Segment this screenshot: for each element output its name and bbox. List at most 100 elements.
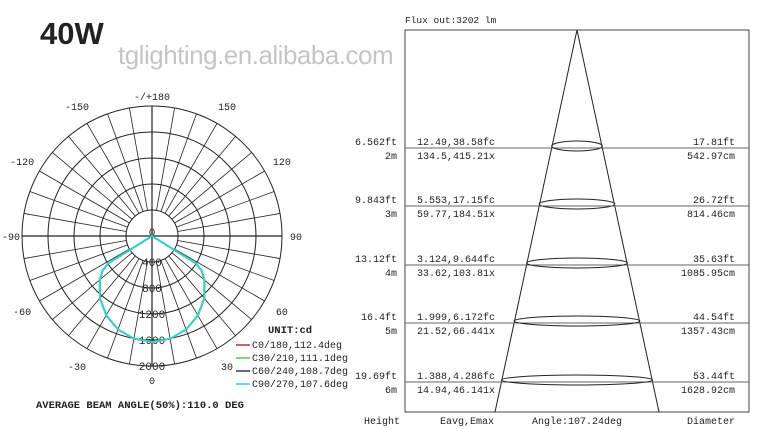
height-m: 3m	[385, 210, 397, 221]
diameter-cm: 542.97cm	[687, 152, 735, 163]
polar-spoke	[164, 123, 218, 214]
polar-spoke	[174, 170, 265, 224]
diameter-cm: 814.46cm	[687, 210, 735, 221]
polar-spoke	[160, 260, 197, 359]
height-m: 5m	[385, 327, 397, 338]
diameter-cm: 1628.92cm	[681, 386, 735, 397]
polar-spoke	[168, 255, 236, 336]
diameter-ft: 35.63ft	[693, 254, 735, 266]
cone-edge-left	[494, 29, 578, 413]
intensity-tick-label: 800	[142, 284, 162, 296]
diameter-cm: 1085.95cm	[681, 269, 735, 280]
polar-spoke	[171, 252, 252, 320]
angle-tick-label: -30	[68, 363, 86, 374]
polar-spoke	[176, 191, 275, 228]
polar-spoke	[160, 113, 197, 212]
beam-ellipse	[551, 140, 603, 152]
polar-spoke	[29, 244, 128, 281]
polar-spoke	[129, 261, 148, 365]
polar-spoke	[171, 152, 252, 220]
illuminance-lx: 33.62,103.81x	[417, 269, 495, 280]
angle-tick-label: -/+180	[134, 92, 170, 104]
legend-label: C90/270,107.6deg	[252, 379, 348, 391]
legend-label: C0/180,112.4deg	[252, 340, 342, 352]
diameter-ft: 26.72ft	[693, 195, 735, 207]
height-m: 6m	[385, 386, 397, 397]
legend-label: C30/210,111.1deg	[252, 353, 348, 365]
height-m: 4m	[385, 269, 397, 280]
illuminance-lx: 21.52,66.441x	[417, 327, 495, 338]
angle-tick-label: 90	[290, 233, 302, 244]
intensity-tick-label: 400	[142, 258, 162, 270]
polar-spoke	[52, 152, 133, 220]
wattage-title: 40W	[40, 16, 104, 51]
angle-tick-label: -90	[2, 233, 20, 244]
polar-intensity-diagram: -/+180 -150 150 -120 120 -90 90 -60 60 -30 30 0 0 400…	[2, 92, 348, 412]
polar-spoke	[86, 258, 140, 349]
height-ft: 6.562ft	[355, 137, 397, 149]
footer-height: Height	[364, 416, 400, 428]
polar-spoke	[23, 213, 127, 232]
flux-out-label: Flux out:3202 lm	[405, 15, 497, 26]
height-m: 2m	[385, 152, 397, 163]
polar-spoke	[39, 248, 130, 302]
polar-spoke	[86, 123, 140, 214]
angle-tick-label: 30	[221, 363, 233, 374]
polar-spoke	[23, 240, 127, 259]
polar-spoke	[156, 107, 175, 211]
angle-tick-label: -60	[13, 308, 31, 319]
beam-ellipse	[538, 198, 616, 210]
beam-ellipse	[500, 374, 654, 386]
height-ft: 19.69ft	[355, 371, 397, 383]
intensity-tick-label: 0	[149, 228, 156, 240]
polar-spoke	[164, 258, 218, 349]
height-ft: 16.4ft	[361, 312, 397, 324]
illuminance-lx: 59.77,184.51x	[417, 210, 495, 221]
polar-spoke	[107, 113, 144, 212]
intensity-tick-label: 1200	[139, 310, 165, 322]
footer-angle: Angle:107.24deg	[532, 416, 622, 428]
height-ft: 9.843ft	[355, 195, 397, 207]
polar-spoke	[68, 136, 136, 217]
polar-spoke	[68, 255, 136, 336]
watermark: tglighting.en.alibaba.com	[118, 40, 394, 70]
intensity-tick-label: 2000	[139, 362, 165, 374]
footer-eavg-emax: Eavg,Emax	[440, 417, 494, 428]
angle-tick-label: 150	[218, 103, 236, 114]
polar-spoke	[177, 213, 281, 232]
polar-spoke	[107, 260, 144, 359]
angle-tick-label: 120	[273, 158, 291, 169]
legend-label: C60/240,108.7deg	[252, 366, 348, 378]
intensity-curve	[98, 234, 206, 343]
diameter-cm: 1357.43cm	[681, 327, 735, 338]
angle-tick-label: 0	[149, 377, 155, 388]
beam-ellipse	[513, 315, 641, 327]
polar-spoke	[176, 244, 275, 281]
illuminance-fc: 1.388,4.286fc	[417, 371, 495, 383]
average-beam-angle: AVERAGE BEAM ANGLE(50%):110.0 DEG	[36, 400, 244, 412]
angle-tick-label: -120	[10, 158, 34, 169]
illuminance-fc: 1.999,6.172fc	[417, 312, 495, 324]
cone-edge-right	[576, 29, 660, 413]
illuminance-lx: 14.94,46.141x	[417, 386, 495, 397]
illuminance-fc: 5.553,17.15fc	[417, 195, 495, 207]
diameter-ft: 53.44ft	[693, 371, 735, 383]
unit-label: UNIT:cd	[268, 325, 312, 337]
beam-ellipse	[526, 257, 628, 269]
illuminance-fc: 3.124,9.644fc	[417, 254, 495, 266]
height-ft: 13.12ft	[355, 254, 397, 266]
polar-spoke	[156, 261, 175, 365]
angle-tick-label: 60	[276, 308, 288, 319]
cone-frame	[404, 29, 750, 413]
polar-spoke	[39, 170, 130, 224]
diameter-ft: 44.54ft	[693, 312, 735, 324]
angle-tick-label: -150	[65, 103, 89, 114]
polar-spoke	[52, 252, 133, 320]
diameter-ft: 17.81ft	[693, 137, 735, 149]
polar-spoke	[174, 248, 265, 302]
polar-spoke	[177, 240, 281, 259]
polar-spoke	[129, 107, 148, 211]
polar-spoke	[29, 191, 128, 228]
polar-spoke	[168, 136, 236, 217]
